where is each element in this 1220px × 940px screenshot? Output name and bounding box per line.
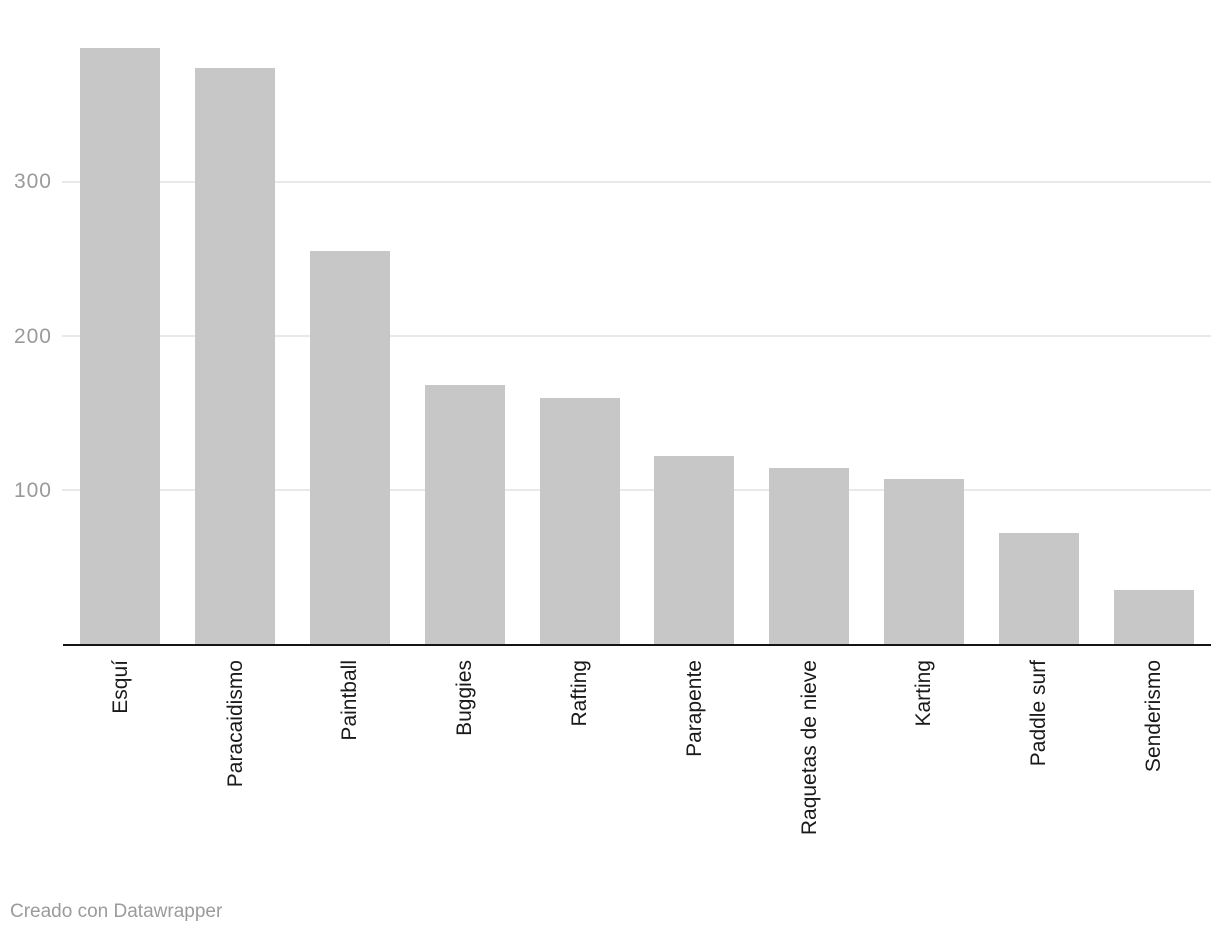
x-label-slot-rafting: Rafting <box>522 660 637 875</box>
gridline-200 <box>62 334 1211 337</box>
x-axis-label-paintball: Paintball <box>338 660 362 741</box>
y-tick-label-300: 300 <box>13 170 52 194</box>
x-label-slot-esquí: Esquí <box>63 660 178 875</box>
bar-slot-paracaidismo <box>178 0 293 644</box>
datawrapper-credit-link[interactable]: Creado con Datawrapper <box>10 901 223 922</box>
x-axis-label-esquí: Esquí <box>108 660 132 714</box>
bar-parapente <box>654 456 735 644</box>
x-axis-label-rafting: Rafting <box>568 660 592 727</box>
x-axis-label-paddle-surf: Paddle surf <box>1027 660 1051 767</box>
x-axis-label-buggies: Buggies <box>453 660 477 736</box>
x-label-slot-buggies: Buggies <box>407 660 522 875</box>
plot-area <box>62 0 1211 646</box>
x-axis-label-karting: Karting <box>912 660 936 727</box>
gridline-300 <box>62 180 1211 183</box>
bar-slot-buggies <box>407 0 522 644</box>
x-label-slot-parapente: Parapente <box>637 660 752 875</box>
bar-slot-rafting <box>522 0 637 644</box>
y-tick-label-200: 200 <box>13 324 52 348</box>
x-axis: Esquí Paracaidismo Paintball Buggies Rafting… <box>63 660 1211 875</box>
bar-slot-parapente <box>637 0 752 644</box>
x-axis-label-senderismo: Senderismo <box>1142 660 1166 773</box>
x-label-slot-paracaidismo: Paracaidismo <box>178 660 293 875</box>
bar-slot-senderismo <box>1096 0 1211 644</box>
bar-raquetas-de-nieve <box>769 468 850 644</box>
y-axis: 100 200 300 <box>0 0 52 646</box>
bar-paracaidismo <box>195 67 276 644</box>
bar-esquí <box>80 47 161 644</box>
bar-slot-paintball <box>293 0 408 644</box>
bar-slot-raquetas-de-nieve <box>752 0 867 644</box>
x-label-slot-senderismo: Senderismo <box>1096 660 1211 875</box>
bar-buggies <box>424 385 505 644</box>
gridline-100 <box>62 488 1211 491</box>
x-axis-label-paracaidismo: Paracaidismo <box>223 660 247 788</box>
x-label-slot-paintball: Paintball <box>293 660 408 875</box>
bar-slot-karting <box>867 0 982 644</box>
x-label-slot-karting: Karting <box>867 660 982 875</box>
x-axis-label-raquetas-de-nieve: Raquetas de nieve <box>797 660 821 836</box>
bar-rafting <box>539 397 620 644</box>
x-axis-label-parapente: Parapente <box>682 660 706 757</box>
x-label-slot-raquetas-de-nieve: Raquetas de nieve <box>752 660 867 875</box>
bar-senderismo <box>1113 590 1194 644</box>
bar-paintball <box>309 251 390 644</box>
bars-row <box>63 0 1211 644</box>
x-label-slot-paddle-surf: Paddle surf <box>981 660 1096 875</box>
bar-slot-esquí <box>63 0 178 644</box>
bar-karting <box>883 479 964 644</box>
y-tick-label-100: 100 <box>13 479 52 503</box>
bar-slot-paddle-surf <box>981 0 1096 644</box>
bar-paddle-surf <box>998 533 1079 644</box>
